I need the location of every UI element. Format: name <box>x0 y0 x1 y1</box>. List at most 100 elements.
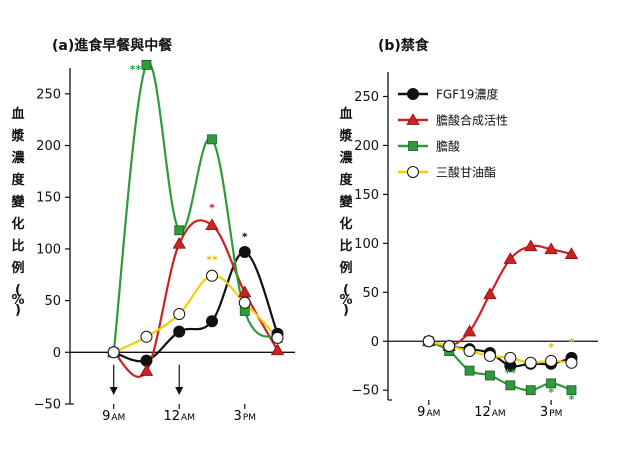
marker-2 <box>172 236 186 249</box>
ylabel-char: % <box>339 293 352 308</box>
ylabel-char: ( <box>343 283 349 298</box>
series-markers-0 <box>107 246 284 367</box>
marker-4 <box>504 351 517 364</box>
marker-1 <box>140 330 153 343</box>
x-tick-label: 12AM <box>474 405 505 420</box>
marker-0 <box>422 335 435 348</box>
series-line-1 <box>112 219 279 378</box>
meal-arrow-head <box>175 387 184 395</box>
x-tick-label: 12AM <box>163 409 194 424</box>
y-tick-label: −50 <box>34 398 61 413</box>
marker-5 <box>270 343 285 356</box>
marker-6 <box>545 354 558 367</box>
marker-2 <box>174 225 185 236</box>
series-markers-3 <box>422 335 578 369</box>
marker-2 <box>462 324 477 337</box>
ylabel-char: 例 <box>11 260 24 276</box>
ylabel-char: 度 <box>11 172 25 188</box>
marker-5 <box>524 356 537 369</box>
ylabel-char: 比 <box>11 238 24 254</box>
marker-0 <box>107 346 120 359</box>
marker-5 <box>271 331 284 344</box>
marker-1 <box>139 364 154 376</box>
marker-3 <box>485 370 495 381</box>
marker-legend-2 <box>408 141 418 151</box>
ylabel-char: 變 <box>11 194 25 210</box>
marker-legend-3 <box>407 166 419 178</box>
marker-1 <box>141 59 152 70</box>
marker-2 <box>464 365 475 376</box>
legend-label: FGF19濃度 <box>436 87 498 102</box>
x-tick-label: 9AM <box>102 409 125 424</box>
significance-star: * <box>242 231 248 244</box>
y-tick-label: −50 <box>352 384 379 399</box>
marker-legend-0 <box>407 88 419 100</box>
ylabel-char: 化 <box>11 216 24 232</box>
panel-a-title: (a)進食早餐與中餐 <box>52 37 173 54</box>
marker-6 <box>544 242 558 255</box>
y-tick-label: 150 <box>36 191 61 206</box>
ylabel-char: ) <box>15 303 21 318</box>
marker-5 <box>524 239 538 252</box>
ylabel-char: 血 <box>339 106 352 122</box>
marker-5 <box>525 385 536 396</box>
marker-6 <box>546 378 557 389</box>
marker-legend-1 <box>406 113 420 125</box>
marker-3 <box>205 315 218 328</box>
series-markers-3 <box>107 269 284 359</box>
marker-7 <box>566 385 577 396</box>
y-tick-label: 250 <box>36 87 61 102</box>
marker-2 <box>463 345 476 358</box>
ylabel-char: 濃 <box>339 150 353 166</box>
ylabel-char: 例 <box>339 260 352 276</box>
marker-4 <box>503 252 518 264</box>
series-markers-1 <box>422 239 579 352</box>
legend-label: 膽酸 <box>436 139 460 154</box>
ylabel-char: 血 <box>11 106 24 122</box>
ylabel-char: 度 <box>339 172 353 188</box>
y-tick-label: 200 <box>354 139 379 154</box>
significance-star: ** <box>505 367 517 380</box>
series-line-1 <box>428 244 572 348</box>
ylabel-char: ( <box>15 283 21 298</box>
marker-4 <box>505 380 516 391</box>
y-tick-label: 200 <box>36 139 61 154</box>
marker-7 <box>564 247 579 260</box>
series-line-3 <box>113 274 279 354</box>
marker-4 <box>238 296 251 309</box>
ylabel-char: 濃 <box>11 150 25 166</box>
ylabel-char: 漿 <box>10 128 25 144</box>
significance-star: ** <box>206 253 218 266</box>
y-tick-label: 100 <box>354 237 379 252</box>
marker-7 <box>565 356 578 369</box>
y-tick-label: 50 <box>362 286 379 301</box>
marker-1 <box>443 340 456 353</box>
marker-4 <box>238 246 251 259</box>
legend-label: 膽酸合成活性 <box>436 113 508 128</box>
marker-3 <box>483 287 497 300</box>
x-tick-label: 9AM <box>417 405 440 420</box>
x-tick-label: 3PM <box>234 409 256 424</box>
legend-label: 三酸甘油酯 <box>436 165 496 180</box>
ylabel-char: % <box>11 293 24 308</box>
marker-3 <box>205 218 219 231</box>
marker-3 <box>205 269 218 282</box>
y-tick-label: 100 <box>36 242 61 257</box>
marker-2 <box>173 325 186 338</box>
y-tick-label: 250 <box>354 90 379 105</box>
marker-3 <box>207 134 217 145</box>
significance-star: * <box>209 202 215 215</box>
y-tick-label: 0 <box>53 346 61 361</box>
y-tick-label: 0 <box>371 335 379 350</box>
ylabel-char: ) <box>343 303 349 318</box>
ylabel-char: 變 <box>339 194 353 210</box>
panel-b-title: (b)禁食 <box>378 37 430 54</box>
meal-arrow-head <box>109 387 118 395</box>
